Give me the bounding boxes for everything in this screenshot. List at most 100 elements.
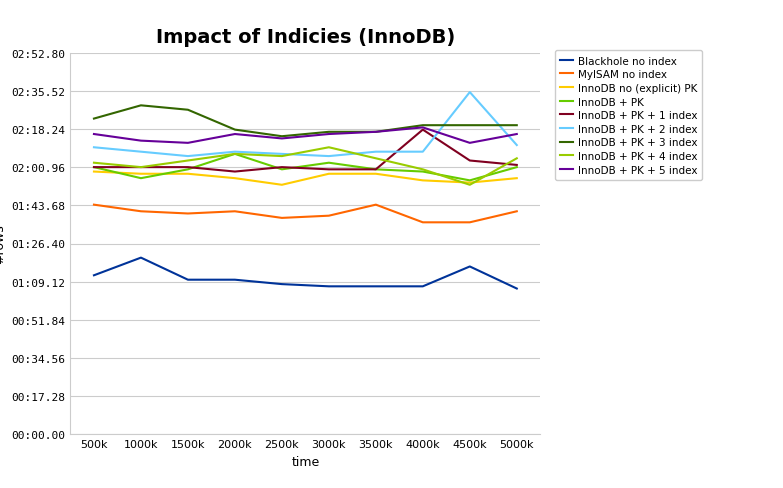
InnoDB + PK	[418, 169, 428, 175]
InnoDB + PK + 4 index	[371, 156, 381, 162]
InnoDB + PK + 5 index	[324, 132, 334, 138]
Line: InnoDB + PK + 1 index: InnoDB + PK + 1 index	[94, 130, 517, 172]
Legend: Blackhole no index, MyISAM no index, InnoDB no (explicit) PK, InnoDB + PK, InnoD: Blackhole no index, MyISAM no index, Inn…	[555, 51, 702, 181]
Blackhole no index	[183, 277, 193, 283]
InnoDB + PK + 2 index	[230, 149, 240, 155]
InnoDB no (explicit) PK	[371, 171, 381, 177]
InnoDB + PK + 5 index	[136, 139, 146, 144]
Line: InnoDB + PK + 5 index: InnoDB + PK + 5 index	[94, 128, 517, 143]
InnoDB no (explicit) PK	[183, 171, 193, 177]
MyISAM no index	[230, 209, 240, 215]
Blackhole no index	[465, 264, 474, 270]
Blackhole no index	[418, 284, 428, 290]
Line: Blackhole no index: Blackhole no index	[94, 258, 517, 289]
InnoDB no (explicit) PK	[512, 176, 521, 182]
MyISAM no index	[512, 209, 521, 215]
InnoDB + PK + 4 index	[277, 154, 287, 160]
InnoDB no (explicit) PK	[465, 180, 474, 186]
Blackhole no index	[136, 255, 146, 261]
InnoDB + PK + 1 index	[136, 165, 146, 171]
InnoDB + PK	[230, 152, 240, 158]
InnoDB + PK + 3 index	[136, 103, 146, 109]
InnoDB + PK + 1 index	[183, 165, 193, 171]
InnoDB + PK + 2 index	[136, 149, 146, 155]
InnoDB + PK + 2 index	[371, 149, 381, 155]
MyISAM no index	[465, 220, 474, 226]
InnoDB no (explicit) PK	[418, 178, 428, 184]
InnoDB + PK + 4 index	[136, 165, 146, 171]
InnoDB + PK + 3 index	[465, 123, 474, 129]
InnoDB + PK + 2 index	[277, 152, 287, 158]
InnoDB + PK + 3 index	[418, 123, 428, 129]
InnoDB no (explicit) PK	[89, 169, 99, 175]
InnoDB + PK + 1 index	[418, 127, 428, 133]
InnoDB + PK + 2 index	[465, 90, 474, 96]
Blackhole no index	[230, 277, 240, 283]
InnoDB + PK	[371, 167, 381, 173]
MyISAM no index	[136, 209, 146, 215]
InnoDB + PK + 2 index	[183, 154, 193, 160]
InnoDB + PK + 2 index	[324, 154, 334, 160]
InnoDB no (explicit) PK	[277, 183, 287, 188]
InnoDB + PK + 4 index	[183, 158, 193, 164]
InnoDB + PK + 1 index	[89, 165, 99, 171]
InnoDB no (explicit) PK	[230, 176, 240, 182]
InnoDB + PK + 3 index	[89, 117, 99, 122]
Line: MyISAM no index: MyISAM no index	[94, 205, 517, 223]
InnoDB + PK + 2 index	[418, 149, 428, 155]
InnoDB + PK + 4 index	[324, 145, 334, 151]
Blackhole no index	[512, 286, 521, 292]
InnoDB + PK + 5 index	[418, 125, 428, 131]
InnoDB + PK + 4 index	[465, 183, 474, 188]
InnoDB + PK + 1 index	[371, 167, 381, 173]
Blackhole no index	[371, 284, 381, 290]
MyISAM no index	[277, 216, 287, 222]
InnoDB + PK + 3 index	[230, 127, 240, 133]
InnoDB + PK + 3 index	[183, 107, 193, 113]
InnoDB + PK + 1 index	[324, 167, 334, 173]
InnoDB + PK + 4 index	[512, 156, 521, 162]
InnoDB + PK + 2 index	[89, 145, 99, 151]
InnoDB + PK + 1 index	[512, 163, 521, 168]
Line: InnoDB no (explicit) PK: InnoDB no (explicit) PK	[94, 172, 517, 185]
InnoDB + PK + 5 index	[230, 132, 240, 138]
MyISAM no index	[418, 220, 428, 226]
InnoDB + PK + 3 index	[324, 130, 334, 136]
InnoDB + PK + 2 index	[512, 143, 521, 149]
InnoDB no (explicit) PK	[324, 171, 334, 177]
InnoDB + PK	[512, 165, 521, 171]
InnoDB + PK + 4 index	[230, 152, 240, 158]
InnoDB + PK + 5 index	[512, 132, 521, 138]
InnoDB + PK + 5 index	[371, 130, 381, 136]
InnoDB + PK	[465, 178, 474, 184]
InnoDB + PK	[89, 165, 99, 171]
InnoDB + PK + 5 index	[183, 141, 193, 146]
InnoDB + PK + 4 index	[418, 167, 428, 173]
InnoDB + PK	[183, 167, 193, 173]
InnoDB + PK + 1 index	[277, 165, 287, 171]
MyISAM no index	[89, 203, 99, 208]
InnoDB + PK	[136, 176, 146, 182]
InnoDB + PK + 1 index	[465, 158, 474, 164]
InnoDB no (explicit) PK	[136, 171, 146, 177]
Line: InnoDB + PK + 4 index: InnoDB + PK + 4 index	[94, 148, 517, 185]
Title: Impact of Indicies (InnoDB): Impact of Indicies (InnoDB)	[156, 28, 455, 46]
X-axis label: time: time	[291, 455, 319, 468]
InnoDB + PK + 5 index	[89, 132, 99, 138]
MyISAM no index	[371, 203, 381, 208]
MyISAM no index	[183, 211, 193, 217]
Blackhole no index	[277, 282, 287, 287]
Line: InnoDB + PK + 2 index: InnoDB + PK + 2 index	[94, 93, 517, 157]
InnoDB + PK	[277, 167, 287, 173]
MyISAM no index	[324, 213, 334, 219]
InnoDB + PK + 4 index	[89, 161, 99, 166]
Line: InnoDB + PK + 3 index: InnoDB + PK + 3 index	[94, 106, 517, 137]
InnoDB + PK + 5 index	[465, 141, 474, 146]
Y-axis label: #rows: #rows	[0, 224, 6, 264]
InnoDB + PK + 3 index	[371, 130, 381, 136]
InnoDB + PK + 1 index	[230, 169, 240, 175]
Line: InnoDB + PK: InnoDB + PK	[94, 155, 517, 181]
InnoDB + PK	[324, 161, 334, 166]
InnoDB + PK + 5 index	[277, 136, 287, 142]
Blackhole no index	[89, 273, 99, 279]
